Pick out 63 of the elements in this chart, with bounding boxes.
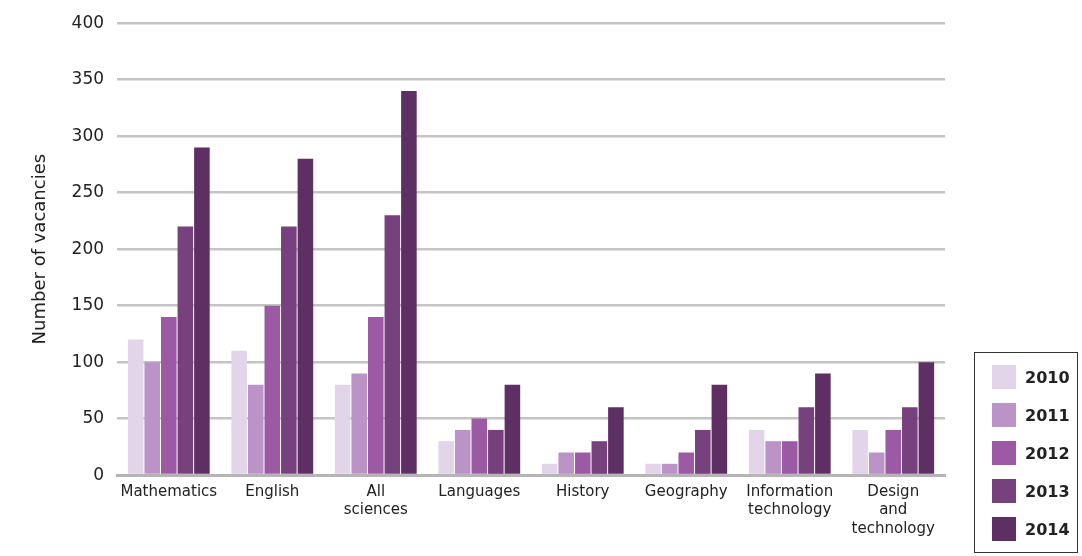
- y-tick-label: 50: [82, 407, 105, 428]
- bar: [247, 384, 264, 474]
- bar: [798, 407, 815, 474]
- bar: [902, 407, 918, 474]
- bar: [645, 463, 661, 474]
- x-tick-label: Information technology: [746, 482, 834, 519]
- y-axis-title: Number of vacancies: [28, 153, 50, 345]
- bar: [231, 350, 247, 474]
- bar: [781, 441, 798, 474]
- bar: [488, 429, 504, 474]
- bar: [558, 452, 574, 474]
- x-tick-label: English: [245, 482, 300, 501]
- bar: [504, 384, 521, 474]
- legend-label: 2014: [1025, 519, 1070, 539]
- x-tick-label: Languages: [438, 482, 521, 501]
- y-tick-label: 400: [71, 11, 105, 32]
- legend-label: 2012: [1025, 443, 1070, 463]
- bar: [127, 339, 144, 474]
- bar: [918, 362, 935, 474]
- x-tick-label: History: [556, 482, 610, 501]
- x-tick-label: Geography: [644, 482, 728, 501]
- y-tick-label: 150: [71, 294, 105, 315]
- y-tick-label: 0: [93, 463, 105, 484]
- bar: [852, 429, 868, 474]
- bar: [815, 373, 831, 474]
- legend-label: 2013: [1025, 481, 1070, 501]
- legend-label: 2011: [1025, 405, 1070, 425]
- bar: [368, 316, 384, 474]
- bar: [885, 429, 902, 474]
- bar: [401, 90, 417, 474]
- bar: [161, 316, 177, 474]
- bar: [297, 158, 314, 474]
- y-tick-label: 200: [71, 237, 105, 258]
- bar: [711, 384, 728, 474]
- y-tick-label: 100: [71, 350, 105, 371]
- bar: [748, 429, 765, 474]
- y-tick-label: 250: [71, 181, 105, 202]
- x-tick-label: All sciences: [343, 482, 409, 519]
- x-tick-label: Mathematics: [120, 482, 218, 501]
- bar: [765, 441, 781, 474]
- bar: [334, 384, 351, 474]
- x-tick-label: Design and technology: [851, 482, 936, 537]
- bar: [281, 226, 297, 474]
- bar: [695, 429, 711, 474]
- bar: [384, 215, 401, 474]
- bar: [678, 452, 695, 474]
- bar: [454, 429, 471, 474]
- legend-label: 2010: [1025, 367, 1070, 387]
- bar: [471, 418, 488, 474]
- bar: [608, 407, 624, 474]
- bar: [868, 452, 885, 474]
- bar: [144, 362, 161, 474]
- bar: [194, 147, 210, 474]
- y-tick-label: 350: [71, 68, 105, 89]
- bar: [541, 463, 558, 474]
- bar: [438, 441, 454, 474]
- bar: [264, 305, 281, 474]
- bar: [351, 373, 368, 474]
- bar: [177, 226, 194, 474]
- bar: [661, 463, 678, 474]
- y-tick-label: 300: [71, 124, 105, 145]
- bar: [574, 452, 591, 474]
- bar: [591, 441, 608, 474]
